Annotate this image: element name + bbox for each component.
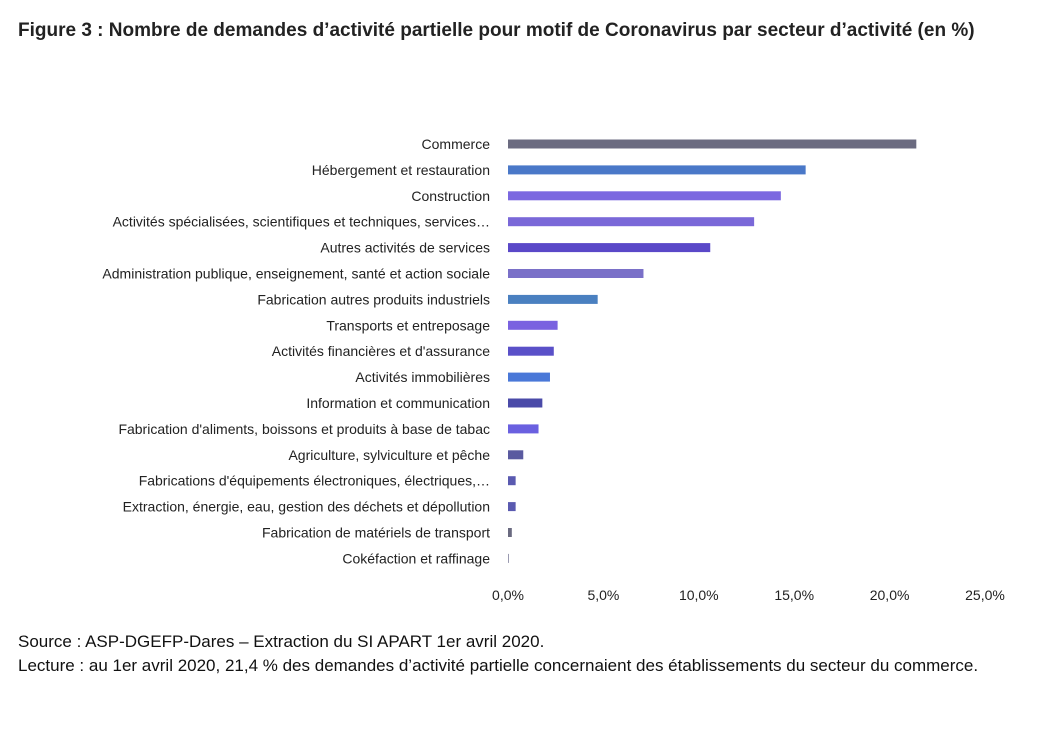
category-label-12: Agriculture, sylviculture et pêche <box>288 447 490 463</box>
category-label-11: Fabrication d'aliments, boissons et prod… <box>118 421 490 437</box>
category-label-9: Activités immobilières <box>355 369 490 385</box>
bar-12 <box>508 450 524 460</box>
bar-7 <box>508 320 558 330</box>
x-tick-label-1: 5,0% <box>587 587 619 603</box>
bar-2 <box>508 191 781 201</box>
bar-5 <box>508 269 644 278</box>
x-tick-label-5: 25,0% <box>965 587 1005 603</box>
category-label-14: Extraction, énergie, eau, gestion des dé… <box>123 499 490 515</box>
category-label-1: Hébergement et restauration <box>312 162 490 178</box>
bar-10 <box>508 398 543 408</box>
x-tick-label-0: 0,0% <box>492 587 524 603</box>
category-label-16: Cokéfaction et raffinage <box>342 550 490 566</box>
bar-9 <box>508 372 550 382</box>
category-label-13: Fabrications d'équipements électroniques… <box>139 473 490 489</box>
bar-6 <box>508 294 598 304</box>
bar-4 <box>508 243 711 253</box>
bar-0 <box>508 139 917 149</box>
bar-chart: Commerce Hébergement et restauration Const… <box>102 136 1005 603</box>
source-note: Source : ASP-DGEFP-Dares – Extraction du… <box>18 632 545 651</box>
bar-1 <box>508 165 806 175</box>
category-labels-layer: Commerce Hébergement et restauration Const… <box>102 136 490 566</box>
reading-note: Lecture : au 1er avril 2020, 21,4 % des … <box>18 656 979 675</box>
bars-layer <box>508 139 917 563</box>
bar-15 <box>508 528 512 537</box>
x-tick-label-2: 10,0% <box>679 587 719 603</box>
bar-14 <box>508 502 516 512</box>
category-label-7: Transports et entreposage <box>326 317 490 333</box>
category-label-6: Fabrication autres produits industriels <box>257 291 490 307</box>
category-label-10: Information et communication <box>306 395 490 411</box>
category-label-5: Administration publique, enseignement, s… <box>102 266 490 282</box>
chart-footer: Source : ASP-DGEFP-Dares – Extraction du… <box>18 630 1028 678</box>
bar-13 <box>508 476 516 486</box>
x-tick-label-4: 20,0% <box>870 587 910 603</box>
category-label-4: Autres activités de services <box>320 240 490 256</box>
category-label-8: Activités financières et d'assurance <box>272 343 490 359</box>
bar-11 <box>508 424 539 434</box>
category-label-2: Construction <box>411 188 490 204</box>
chart-title: Figure 3 : Nombre de demandes d’activité… <box>18 20 975 41</box>
category-label-15: Fabrication de matériels de transport <box>262 525 490 541</box>
category-label-3: Activités spécialisées, scientifiques et… <box>113 214 490 230</box>
bar-16 <box>508 553 509 563</box>
bar-8 <box>508 346 554 356</box>
x-tick-label-3: 15,0% <box>774 587 814 603</box>
category-label-0: Commerce <box>422 136 491 152</box>
bar-3 <box>508 217 755 227</box>
x-tick-labels-layer: 0,0% 5,0% 10,0% 15,0% 20,0% 25,0% <box>492 587 1005 603</box>
